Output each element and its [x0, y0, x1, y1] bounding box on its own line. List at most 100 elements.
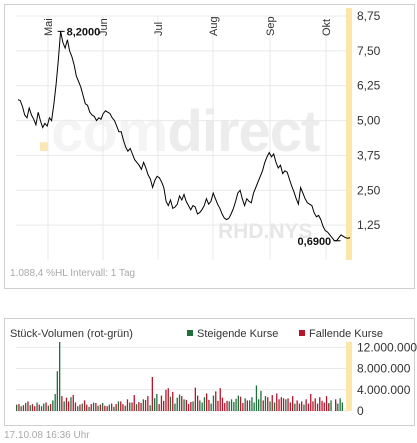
volume-bar-falling [208, 399, 210, 411]
volume-bar-rising [70, 397, 72, 411]
volume-bar-rising [92, 402, 95, 411]
month-label: Jun [98, 18, 110, 36]
volume-y-tick-label: 12.000.000 [357, 340, 417, 354]
volume-bar-falling [38, 404, 40, 411]
volume-bar-falling [144, 399, 147, 411]
volume-bar-falling [72, 395, 74, 411]
volume-bar-falling [335, 399, 337, 411]
volume-bar-rising [233, 402, 235, 411]
price-y-tick-label: 8,75 [357, 9, 381, 23]
volume-bar-rising [63, 401, 65, 411]
volume-bar-falling [226, 400, 228, 411]
volume-bar-rising [169, 396, 172, 411]
volume-bar-falling [267, 397, 269, 411]
volume-bar-rising [285, 399, 287, 411]
volume-bar-rising [154, 398, 156, 411]
volume-bar-falling [131, 402, 133, 411]
volume-bar-rising [149, 405, 151, 411]
volume-bar-rising [201, 402, 203, 411]
volume-bar-rising [210, 403, 212, 411]
volume-bar-rising [174, 403, 176, 411]
volume-bar-falling [95, 403, 97, 411]
month-label: Okt [321, 19, 333, 36]
today-band [346, 8, 352, 260]
volume-bar-rising [25, 403, 27, 411]
volume-bar-falling [61, 396, 63, 411]
volume-bar-falling [18, 404, 20, 411]
volume-bar-rising [142, 399, 144, 411]
volume-bar-falling [34, 406, 36, 411]
volume-bar-falling [262, 400, 264, 411]
volume-bar-falling [99, 404, 101, 411]
volume-bar-falling [292, 396, 294, 411]
volume-y-tick-label: 8.000.000 [357, 362, 411, 376]
price-y-tick-label: 2,50 [357, 183, 381, 197]
volume-bar-falling [221, 397, 224, 411]
volume-bar-falling [325, 396, 328, 411]
price-y-tick-label: 5,00 [357, 114, 381, 128]
volume-bar-falling [111, 403, 113, 411]
volume-bar-falling [160, 395, 163, 411]
legend-rising: Steigende Kurse [187, 328, 278, 340]
volume-bar-falling [68, 401, 70, 411]
volume-bar-falling [280, 397, 282, 411]
price-line [17, 31, 351, 242]
volume-bar-rising [251, 397, 253, 411]
volume-bar-rising [192, 401, 194, 411]
volume-bar-falling [219, 388, 221, 411]
volume-bar-falling [45, 402, 47, 411]
volume-bar-falling [316, 403, 319, 411]
volume-bar-falling [328, 404, 330, 411]
legend-falling: Fallende Kurse [299, 328, 383, 340]
volume-bar-falling [79, 404, 81, 411]
volume-bar-falling [190, 402, 192, 411]
volume-bar-rising [249, 400, 251, 411]
volume-bar-falling [74, 402, 77, 411]
volume-bar-falling [106, 406, 108, 411]
volume-bar-rising [54, 394, 56, 411]
volume-bar-falling [224, 403, 226, 411]
volume-bar-falling [296, 400, 298, 411]
volume-bar-falling [187, 404, 190, 411]
volume-bar-falling [287, 398, 289, 411]
volume-bar-rising [52, 400, 54, 411]
volume-bar-falling [239, 396, 242, 411]
volume-bar-falling [282, 398, 285, 411]
volume-bar-falling [115, 404, 117, 411]
volume-bar-falling [90, 404, 92, 411]
volume-bar-falling [305, 399, 307, 411]
volume-bar-rising [117, 401, 120, 411]
volume-bar-falling [289, 402, 291, 411]
price-y-tick-label: 1,25 [357, 218, 381, 232]
volume-bar-rising [176, 397, 178, 411]
volume-bar-rising [341, 402, 343, 411]
volume-bar-rising [203, 397, 206, 411]
volume-bar-falling [120, 401, 122, 411]
volume-bar-falling [298, 403, 301, 411]
volume-bar-rising [108, 404, 110, 411]
volume-bar-rising [337, 403, 339, 411]
volume-bar-falling [83, 400, 86, 411]
volume-bar-falling [126, 399, 129, 411]
volume-title: Stück-Volumen (rot-grün) [10, 328, 133, 340]
volume-bar-rising [36, 402, 38, 411]
volume-bar-rising [230, 399, 233, 411]
volume-bar-falling [301, 401, 303, 411]
volume-bar-rising [269, 401, 271, 411]
month-label: Jul [153, 22, 165, 36]
volume-bar-falling [104, 405, 106, 411]
volume-bar-falling [278, 399, 280, 411]
volume-bar-rising [253, 402, 255, 411]
legend-falling-label: Fallende Kurse [309, 328, 383, 340]
volume-bar-falling [158, 404, 160, 411]
volume-bar-rising [47, 405, 49, 411]
volume-bar-rising [77, 406, 79, 411]
volume-bar-rising [97, 405, 99, 411]
volume-bar-rising [260, 390, 262, 411]
volume-bar-falling [27, 401, 29, 411]
volume-bar-falling [321, 400, 323, 411]
volume-bar-rising [178, 394, 181, 411]
volume-bar-rising [29, 405, 31, 411]
volume-bar-rising [330, 400, 332, 411]
volume-bar-falling [194, 387, 196, 411]
